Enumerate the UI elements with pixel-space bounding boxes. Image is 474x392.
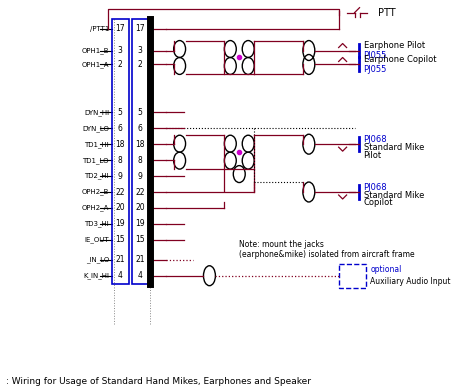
Text: TD3_HI: TD3_HI — [84, 221, 109, 227]
Text: Copilot: Copilot — [364, 198, 393, 207]
Text: PJ068: PJ068 — [364, 183, 387, 192]
Text: PJ068: PJ068 — [364, 135, 387, 144]
Text: 21: 21 — [135, 255, 145, 264]
Text: Note: mount the jacks
(earphone&mike) isolated from aircraft frame: Note: mount the jacks (earphone&mike) is… — [239, 240, 415, 259]
Text: 8: 8 — [137, 156, 142, 165]
Text: 2: 2 — [137, 60, 142, 69]
Text: 22: 22 — [115, 187, 125, 196]
Text: PJ055: PJ055 — [364, 65, 387, 74]
Text: Pilot: Pilot — [364, 151, 382, 160]
Text: 19: 19 — [135, 220, 145, 229]
Text: 3: 3 — [137, 46, 142, 55]
Text: IE_OUT: IE_OUT — [84, 236, 109, 243]
Text: 20: 20 — [115, 203, 125, 212]
Text: Earphone Pilot: Earphone Pilot — [364, 41, 425, 50]
Text: 17: 17 — [135, 24, 145, 33]
Text: OPH1_A: OPH1_A — [82, 61, 109, 68]
Bar — [338, 264, 366, 288]
Text: _IN_LO: _IN_LO — [86, 256, 109, 263]
Text: 19: 19 — [115, 220, 125, 229]
Text: 18: 18 — [135, 140, 145, 149]
Text: 15: 15 — [115, 235, 125, 244]
Text: TD1_HI: TD1_HI — [84, 141, 109, 147]
Text: 8: 8 — [118, 156, 122, 165]
Text: 5: 5 — [137, 108, 142, 117]
Text: 22: 22 — [135, 187, 145, 196]
Text: DYN_LO: DYN_LO — [82, 125, 109, 132]
Text: 6: 6 — [137, 124, 142, 133]
Text: K_IN_HI: K_IN_HI — [83, 272, 109, 279]
Text: Standard Mike: Standard Mike — [364, 191, 424, 200]
Text: 3: 3 — [118, 46, 122, 55]
Text: : Wiring for Usage of Standard Hand Mikes, Earphones and Speaker: : Wiring for Usage of Standard Hand Mike… — [6, 377, 310, 386]
Text: Auxiliary Audio Input: Auxiliary Audio Input — [371, 277, 451, 286]
Bar — [132, 19, 149, 284]
Text: 18: 18 — [115, 140, 125, 149]
Text: OPH1_B: OPH1_B — [82, 47, 109, 54]
Text: PJ055: PJ055 — [364, 51, 387, 60]
Text: 9: 9 — [118, 172, 122, 181]
Text: DYN_HI: DYN_HI — [84, 109, 109, 116]
Text: 4: 4 — [118, 271, 122, 280]
Text: 2: 2 — [118, 60, 122, 69]
Text: 4: 4 — [137, 271, 142, 280]
Text: 17: 17 — [115, 24, 125, 33]
Text: 9: 9 — [137, 172, 142, 181]
Text: Earphone Copilot: Earphone Copilot — [364, 55, 436, 64]
Text: 21: 21 — [115, 255, 125, 264]
Text: 15: 15 — [135, 235, 145, 244]
Text: OPH2_B: OPH2_B — [82, 189, 109, 195]
Text: 20: 20 — [135, 203, 145, 212]
Text: 5: 5 — [118, 108, 122, 117]
Text: TD1_LO: TD1_LO — [82, 157, 109, 163]
Text: Standard Mike: Standard Mike — [364, 143, 424, 152]
Bar — [112, 19, 129, 284]
Text: PTT: PTT — [378, 8, 396, 18]
Text: 6: 6 — [118, 124, 122, 133]
Text: optional: optional — [371, 265, 402, 274]
Text: TD2_HI: TD2_HI — [84, 173, 109, 180]
Text: /PTT1: /PTT1 — [90, 25, 109, 32]
Text: OPH2_A: OPH2_A — [82, 205, 109, 211]
